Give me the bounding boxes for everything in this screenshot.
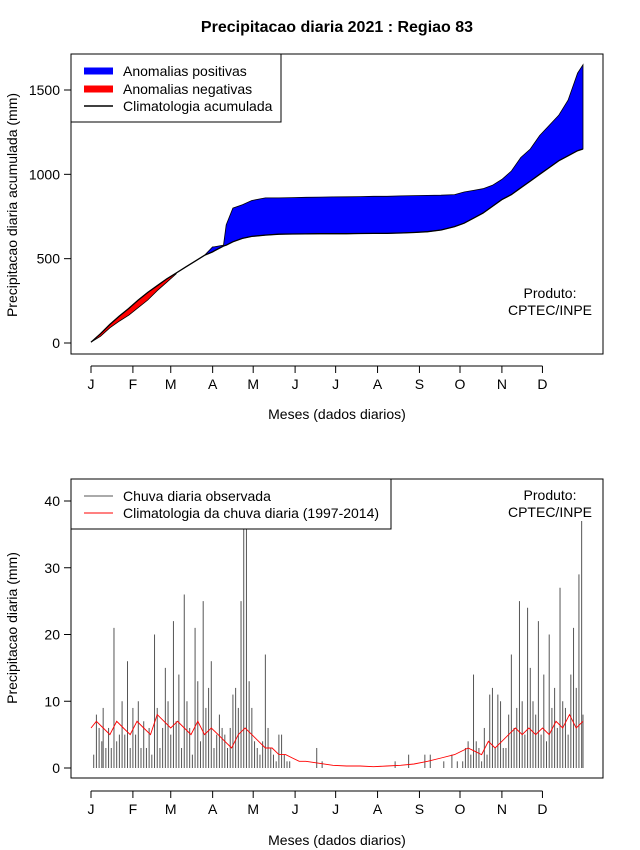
- legend-observed-label: Chuva diaria observada: [123, 488, 271, 504]
- top-x-tick-label: A: [373, 376, 383, 392]
- bottom-x-tick-label: N: [497, 801, 507, 817]
- bottom-y-tick-label: 40: [44, 493, 60, 509]
- bottom-y-tick-label: 20: [44, 627, 60, 643]
- bottom-x-tick-label: O: [455, 801, 466, 817]
- bottom-x-tick-label: D: [537, 801, 547, 817]
- bottom-x-tick-label: J: [332, 801, 339, 817]
- top-y-tick-label: 0: [52, 335, 60, 351]
- legend-negative-label: Anomalias negativas: [123, 81, 252, 97]
- top-y-tick-label: 500: [37, 251, 61, 267]
- top-x-tick-label: J: [292, 376, 299, 392]
- top-x-tick-label: M: [165, 376, 177, 392]
- bottom-product-label: Produto:: [524, 487, 577, 503]
- legend-positive-label: Anomalias positivas: [123, 63, 247, 79]
- bottom-y-tick-label: 10: [44, 693, 60, 709]
- bottom-y-tick-label: 0: [52, 760, 60, 776]
- top-y-tick-label: 1000: [29, 166, 60, 182]
- bottom-x-axis-label: Meses (dados diarios): [268, 832, 406, 848]
- top-negative-anomaly-area: [90, 272, 177, 343]
- bottom-x-tick-label: A: [373, 801, 383, 817]
- bottom-x-tick-label: J: [88, 801, 95, 817]
- top-x-axis-label: Meses (dados diarios): [268, 406, 406, 422]
- top-y-tick-label: 1500: [29, 82, 60, 98]
- top-x-tick-label: J: [332, 376, 339, 392]
- bottom-legend: Chuva diaria observada Climatologia da c…: [70, 478, 392, 530]
- bottom-product-source: CPTEC/INPE: [508, 504, 592, 520]
- bottom-y-axis-label: Precipitacao diaria (mm): [4, 552, 20, 704]
- top-x-tick-label: S: [415, 376, 424, 392]
- bottom-x-tick-label: S: [415, 801, 424, 817]
- top-legend: Anomalias positivas Anomalias negativas …: [70, 53, 282, 123]
- figure-title: Precipitacao diaria 2021 : Regiao 83: [201, 19, 473, 36]
- top-product-source: CPTEC/INPE: [508, 302, 592, 318]
- top-x-tick-label: M: [247, 376, 259, 392]
- top-panel: 0 500 1000 1500 J F M A M J J A S O N D Precipitacao d…: [4, 53, 604, 422]
- top-product-label: Produto:: [524, 285, 577, 301]
- bottom-x-tick-label: J: [292, 801, 299, 817]
- bottom-x-tick-label: F: [129, 801, 138, 817]
- bottom-x-tick-label: M: [165, 801, 177, 817]
- top-y-axis: 0 500 1000 1500: [29, 82, 72, 351]
- legend-daily-clim-label: Climatologia da chuva diaria (1997-2014): [123, 505, 379, 521]
- top-x-tick-label: F: [129, 376, 138, 392]
- bottom-y-axis: 0 10 20 30 40: [44, 493, 72, 776]
- bottom-x-tick-label: M: [247, 801, 259, 817]
- legend-climatology-label: Climatologia acumulada: [123, 98, 273, 114]
- bottom-legend-box: [70, 478, 392, 530]
- top-x-tick-label: N: [497, 376, 507, 392]
- top-x-tick-label: J: [88, 376, 95, 392]
- bottom-y-tick-label: 30: [44, 560, 60, 576]
- top-y-axis-label: Precipitacao diaria acumulada (mm): [4, 93, 20, 317]
- top-climatology-line: [90, 148, 584, 343]
- top-x-tick-label: D: [537, 376, 547, 392]
- bottom-panel: 0 10 20 30 40 J F M A M J J A S O N D Precipitacao diar…: [4, 478, 604, 848]
- bottom-climatology-line: [90, 713, 584, 768]
- top-x-tick-label: O: [455, 376, 466, 392]
- top-x-tick-label: A: [208, 376, 218, 392]
- bottom-observed-bars: [93, 480, 584, 768]
- bottom-x-tick-label: A: [208, 801, 218, 817]
